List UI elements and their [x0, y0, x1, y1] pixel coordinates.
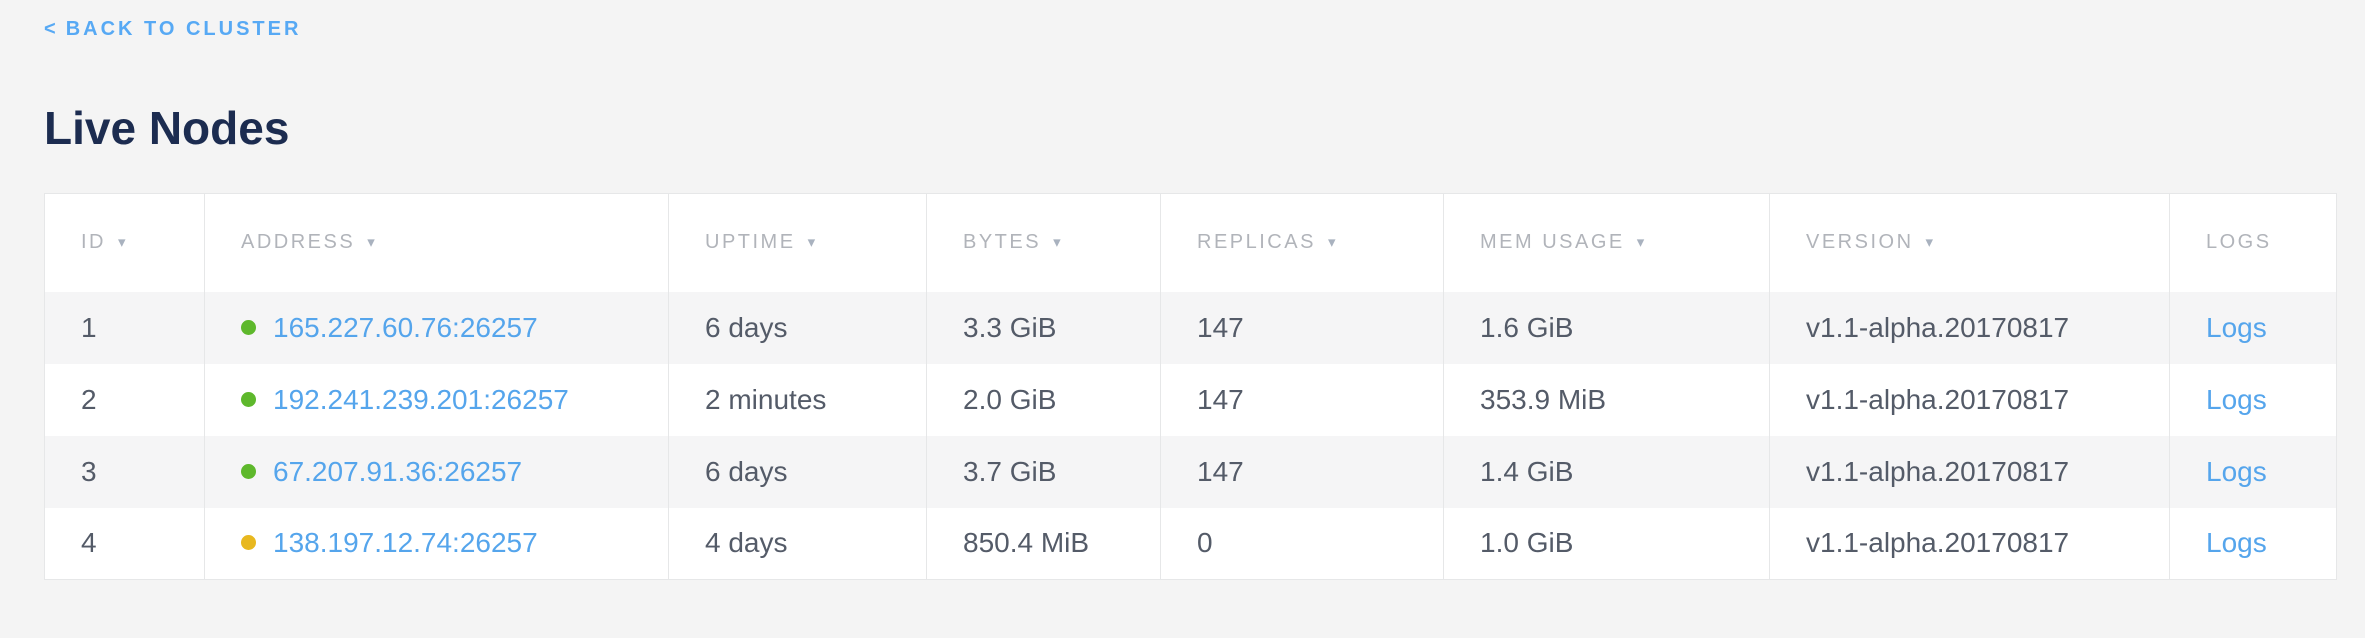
node-id-cell: 2 — [44, 363, 205, 436]
node-logs-cell: Logs — [2169, 363, 2337, 436]
column-header-label: UPTIME — [705, 231, 796, 254]
node-id-cell: 1 — [44, 291, 205, 364]
node-address-link[interactable]: 67.207.91.36:26257 — [273, 455, 523, 487]
column-header-label: LOGS — [2206, 231, 2272, 254]
node-replicas-cell: 147 — [1160, 363, 1444, 436]
node-address-cell: 165.227.60.76:26257 — [204, 291, 669, 364]
node-bytes-cell: 850.4 MiB — [926, 507, 1161, 580]
node-mem-usage-cell: 353.9 MiB — [1443, 363, 1770, 436]
warning-status-dot-icon — [241, 535, 256, 551]
back-chevron-icon: < — [44, 18, 56, 40]
node-address-cell: 138.197.12.74:26257 — [204, 507, 669, 580]
column-header-version[interactable]: VERSION ▾ — [1769, 193, 2170, 292]
column-header-id[interactable]: ID ▾ — [44, 193, 205, 292]
sort-descending-icon: ▾ — [1327, 234, 1336, 252]
node-address-cell: 192.241.239.201:26257 — [204, 363, 669, 436]
node-bytes-cell: 2.0 GiB — [926, 363, 1161, 436]
node-logs-link[interactable]: Logs — [2206, 527, 2267, 559]
column-header-bytes[interactable]: BYTES ▾ — [926, 193, 1161, 292]
healthy-status-dot-icon — [241, 319, 256, 335]
column-header-label: VERSION — [1806, 231, 1914, 254]
column-header-label: MEM USAGE — [1480, 231, 1625, 254]
node-bytes-cell: 3.7 GiB — [926, 435, 1161, 508]
node-version-cell: v1.1-alpha.20170817 — [1769, 291, 2170, 364]
node-bytes-cell: 3.3 GiB — [926, 291, 1161, 364]
healthy-status-dot-icon — [241, 463, 256, 479]
node-logs-cell: Logs — [2169, 435, 2337, 508]
table-row: 3 67.207.91.36:26257 6 days 3.7 GiB 147 … — [44, 435, 2337, 508]
sort-descending-icon: ▾ — [118, 234, 126, 252]
column-header-label: ADDRESS — [241, 231, 356, 254]
node-mem-usage-cell: 1.4 GiB — [1443, 435, 1770, 508]
node-id-cell: 4 — [44, 507, 205, 580]
node-replicas-cell: 147 — [1160, 291, 1444, 364]
node-version-cell: v1.1-alpha.20170817 — [1769, 435, 2170, 508]
node-replicas-cell: 0 — [1160, 507, 1444, 580]
column-header-address[interactable]: ADDRESS ▾ — [204, 193, 669, 292]
live-nodes-table: ID ▾ ADDRESS ▾ UPTIME ▾ BYTES ▾ REPLICAS ▾ ME… — [44, 193, 2337, 580]
back-link-label: BACK TO CLUSTER — [65, 18, 302, 40]
node-logs-link[interactable]: Logs — [2206, 383, 2267, 415]
node-version-cell: v1.1-alpha.20170817 — [1769, 507, 2170, 580]
node-version-cell: v1.1-alpha.20170817 — [1769, 363, 2170, 436]
column-header-label: ID — [81, 231, 106, 254]
node-address-cell: 67.207.91.36:26257 — [204, 435, 669, 508]
sort-descending-icon: ▾ — [1636, 234, 1645, 252]
back-to-cluster-link[interactable]: < BACK TO CLUSTER — [44, 16, 301, 42]
live-nodes-page: < BACK TO CLUSTER Live Nodes ID ▾ ADDRESS ▾… — [44, 16, 2337, 580]
column-header-replicas[interactable]: REPLICAS ▾ — [1160, 193, 1444, 292]
column-header-uptime[interactable]: UPTIME ▾ — [668, 193, 927, 292]
column-header-mem-usage[interactable]: MEM USAGE ▾ — [1443, 193, 1770, 292]
node-replicas-cell: 147 — [1160, 435, 1444, 508]
node-mem-usage-cell: 1.6 GiB — [1443, 291, 1770, 364]
table-row: 2 192.241.239.201:26257 2 minutes 2.0 Gi… — [44, 363, 2337, 436]
node-address-link[interactable]: 165.227.60.76:26257 — [273, 311, 538, 343]
column-header-label: REPLICAS — [1197, 231, 1316, 254]
node-uptime-cell: 4 days — [668, 507, 927, 580]
node-address-link[interactable]: 138.197.12.74:26257 — [273, 527, 538, 559]
node-logs-cell: Logs — [2169, 291, 2337, 364]
column-header-label: BYTES — [963, 231, 1042, 254]
column-header-logs[interactable]: LOGS▾ — [2169, 193, 2337, 292]
node-uptime-cell: 6 days — [668, 291, 927, 364]
sort-descending-icon: ▾ — [1053, 234, 1061, 252]
sort-descending-icon: ▾ — [807, 234, 816, 252]
sort-descending-icon: ▾ — [1925, 234, 1934, 252]
node-uptime-cell: 2 minutes — [668, 363, 927, 436]
healthy-status-dot-icon — [241, 391, 256, 407]
sort-descending-icon: ▾ — [367, 234, 375, 252]
node-address-link[interactable]: 192.241.239.201:26257 — [273, 383, 569, 415]
table-row: 1 165.227.60.76:26257 6 days 3.3 GiB 147… — [44, 291, 2337, 364]
table-row: 4 138.197.12.74:26257 4 days 850.4 MiB 0… — [44, 507, 2337, 580]
node-logs-link[interactable]: Logs — [2206, 311, 2267, 343]
node-mem-usage-cell: 1.0 GiB — [1443, 507, 1770, 580]
node-logs-link[interactable]: Logs — [2206, 455, 2267, 487]
table-header-row: ID ▾ ADDRESS ▾ UPTIME ▾ BYTES ▾ REPLICAS ▾ ME… — [44, 193, 2337, 292]
page-title: Live Nodes — [44, 102, 290, 154]
node-id-cell: 3 — [44, 435, 205, 508]
node-logs-cell: Logs — [2169, 507, 2337, 580]
node-uptime-cell: 6 days — [668, 435, 927, 508]
